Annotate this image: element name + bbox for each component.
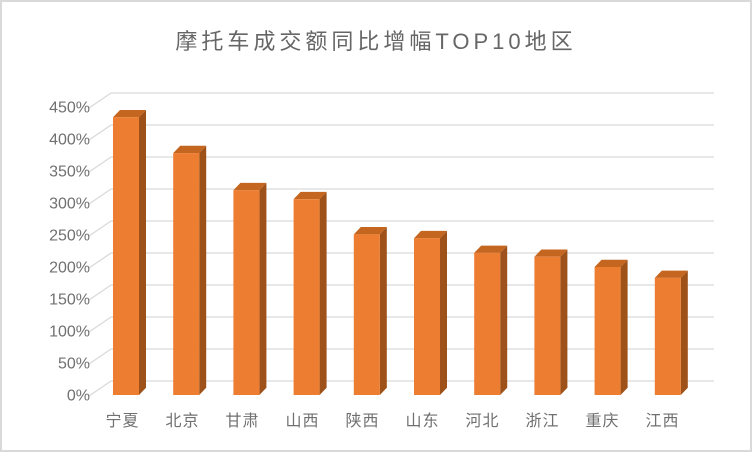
x-category-label-8: 浙江 bbox=[525, 412, 559, 430]
gridline-450 bbox=[88, 92, 714, 109]
bar-6 bbox=[414, 230, 447, 395]
gridline-50 bbox=[88, 348, 714, 365]
bar-8-front-face bbox=[534, 256, 561, 395]
bar-2 bbox=[173, 145, 207, 395]
y-tick-label-100: 100% bbox=[49, 324, 90, 341]
bar-9 bbox=[594, 259, 628, 395]
x-category-label-2: 北京 bbox=[165, 412, 199, 430]
gridline-0 bbox=[88, 380, 714, 397]
bar-1-top-face bbox=[113, 109, 146, 118]
bar-3-top-face bbox=[233, 182, 267, 191]
bar-5-top-face bbox=[353, 227, 387, 235]
bar-2-front-face bbox=[173, 153, 200, 395]
bar-10-top-face bbox=[654, 270, 688, 278]
bar-1-front-face bbox=[113, 117, 139, 396]
bar-7-front-face bbox=[474, 252, 501, 395]
bar-6-front-face bbox=[414, 238, 440, 395]
x-category-label-1: 宁夏 bbox=[105, 412, 139, 430]
bar-8-top-face bbox=[534, 249, 568, 257]
bar-4-side-face bbox=[319, 191, 327, 395]
bar-10 bbox=[654, 270, 688, 395]
gridline-200 bbox=[88, 252, 714, 269]
x-category-label-7: 河北 bbox=[465, 412, 499, 430]
bar-7 bbox=[474, 245, 508, 395]
x-category-label-5: 陕西 bbox=[345, 412, 379, 430]
bar-3-front-face bbox=[233, 190, 260, 395]
x-category-label-10: 江西 bbox=[645, 412, 679, 430]
bar-3-side-face bbox=[259, 182, 267, 395]
bar-10-front-face bbox=[654, 277, 681, 395]
y-tick-label-350: 350% bbox=[49, 164, 90, 181]
x-category-label-3: 甘肃 bbox=[225, 412, 259, 430]
bar-5-front-face bbox=[353, 234, 380, 395]
bar-4-top-face bbox=[293, 191, 327, 200]
bar-2-top-face bbox=[173, 145, 207, 154]
gridline-150 bbox=[88, 284, 714, 301]
bar-9-front-face bbox=[594, 267, 621, 395]
y-tick-label-150: 150% bbox=[49, 292, 90, 309]
y-tick-label-450: 450% bbox=[49, 100, 90, 117]
gridline-100 bbox=[88, 316, 714, 333]
bar-10-side-face bbox=[680, 270, 688, 395]
bar-3 bbox=[233, 182, 267, 395]
bar-8 bbox=[534, 249, 568, 395]
bar-5-side-face bbox=[379, 227, 387, 395]
gridline-250 bbox=[88, 220, 714, 237]
gridline-300 bbox=[88, 188, 714, 205]
bar-2-side-face bbox=[199, 145, 207, 395]
bar-9-top-face bbox=[594, 259, 628, 267]
chart-title: 摩托车成交额同比增幅TOP10地区 bbox=[175, 29, 577, 54]
bar-9-side-face bbox=[620, 259, 628, 395]
gridline-400 bbox=[88, 124, 714, 141]
bar-1 bbox=[113, 109, 146, 396]
bar-1-side-face bbox=[139, 109, 146, 395]
bar-6-side-face bbox=[440, 230, 447, 395]
y-tick-label-400: 400% bbox=[49, 132, 90, 149]
y-tick-label-250: 250% bbox=[49, 228, 90, 245]
bar-7-top-face bbox=[474, 245, 508, 253]
bar-8-side-face bbox=[560, 249, 568, 395]
y-tick-label-300: 300% bbox=[49, 196, 90, 213]
gridline-350 bbox=[88, 156, 714, 173]
bar-4-front-face bbox=[293, 199, 320, 395]
bar-6-top-face bbox=[414, 230, 447, 239]
bar-7-side-face bbox=[500, 245, 508, 395]
y-tick-label-0: 0% bbox=[67, 388, 90, 405]
x-category-label-6: 山东 bbox=[405, 412, 439, 430]
bar-4 bbox=[293, 191, 327, 395]
x-category-label-4: 山西 bbox=[285, 412, 319, 430]
y-tick-label-200: 200% bbox=[49, 260, 90, 277]
bar-5 bbox=[353, 227, 387, 395]
y-tick-label-50: 50% bbox=[58, 356, 90, 373]
x-category-label-9: 重庆 bbox=[585, 412, 619, 430]
